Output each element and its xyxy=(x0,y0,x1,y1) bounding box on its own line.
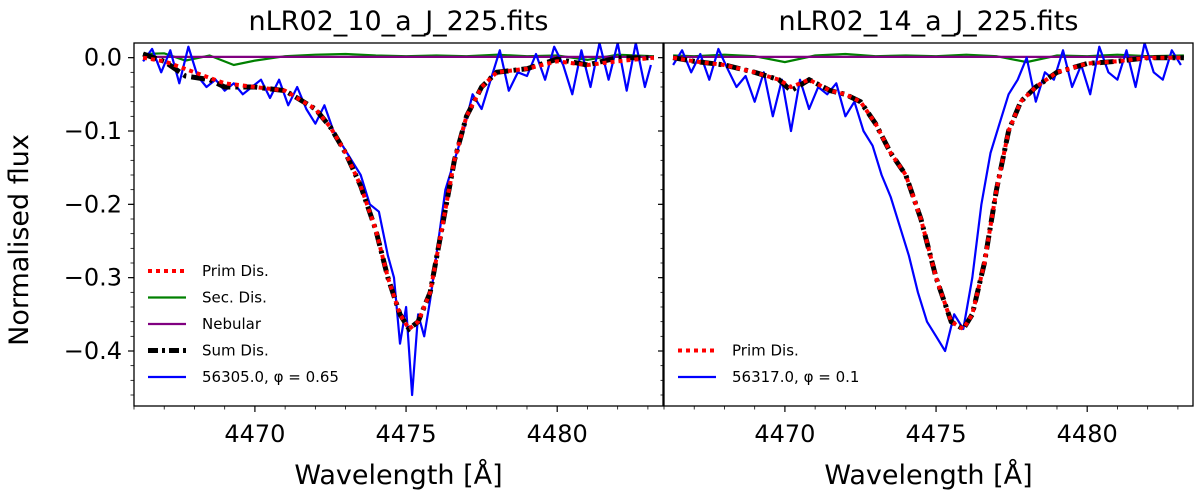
series-sum-dis xyxy=(142,51,654,333)
legend-label: 56305.0, φ = 0.65 xyxy=(202,368,339,386)
legend-label: Nebular xyxy=(202,315,262,333)
y-tick-label: −0.2 xyxy=(64,190,122,218)
series-observed xyxy=(142,43,652,397)
plot-area xyxy=(142,43,655,397)
legend-label: Sum Dis. xyxy=(202,342,269,360)
x-axis-label: Wavelength [Å] xyxy=(294,459,502,491)
right-panel: 4470 4475 4480 nLR02_14_a_J_225.fits Wavelen… xyxy=(658,6,1194,491)
legend-label: Sec. Dis. xyxy=(202,289,267,307)
axes-frame xyxy=(133,42,664,407)
legend: Prim Dis. Sec. Dis. Nebular Sum Dis. 56305.0… xyxy=(148,262,339,386)
series-sum-dis xyxy=(672,55,1184,333)
y-tick-label: −0.3 xyxy=(64,264,122,292)
y-tick-label: −0.1 xyxy=(64,117,122,145)
y-tick-label: −0.4 xyxy=(64,337,122,365)
axes-frame xyxy=(663,42,1194,407)
panel-title: nLR02_14_a_J_225.fits xyxy=(779,6,1079,37)
legend-label: Prim Dis. xyxy=(732,342,799,360)
x-tick-label: 4475 xyxy=(376,420,437,448)
series-observed xyxy=(672,43,1182,353)
panel-title: nLR02_10_a_J_225.fits xyxy=(249,6,549,37)
plot-area xyxy=(672,43,1184,353)
legend-label: 56317.0, φ = 0.1 xyxy=(732,368,859,386)
series-sec-dis xyxy=(143,52,654,67)
legend-label: Prim Dis. xyxy=(202,262,269,280)
series-prim-dis xyxy=(142,55,655,332)
x-tick-label: 4470 xyxy=(754,420,815,448)
x-tick-label: 4480 xyxy=(1057,420,1118,448)
y-tick-label: 0.0 xyxy=(84,44,122,72)
y-axis-label: Normalised flux xyxy=(4,134,35,346)
x-tick-label: 4480 xyxy=(527,420,588,448)
x-axis-label: Wavelength [Å] xyxy=(824,459,1032,491)
legend: Prim Dis. 56317.0, φ = 0.1 xyxy=(678,342,859,386)
x-tick-label: 4470 xyxy=(224,420,285,448)
left-panel: 4470 4475 4480 0.0 −0.1 −0.2 −0.3 −0.4 nLR02_10_… xyxy=(64,6,664,491)
x-tick-label: 4475 xyxy=(906,420,967,448)
series-prim-dis xyxy=(672,55,1184,332)
